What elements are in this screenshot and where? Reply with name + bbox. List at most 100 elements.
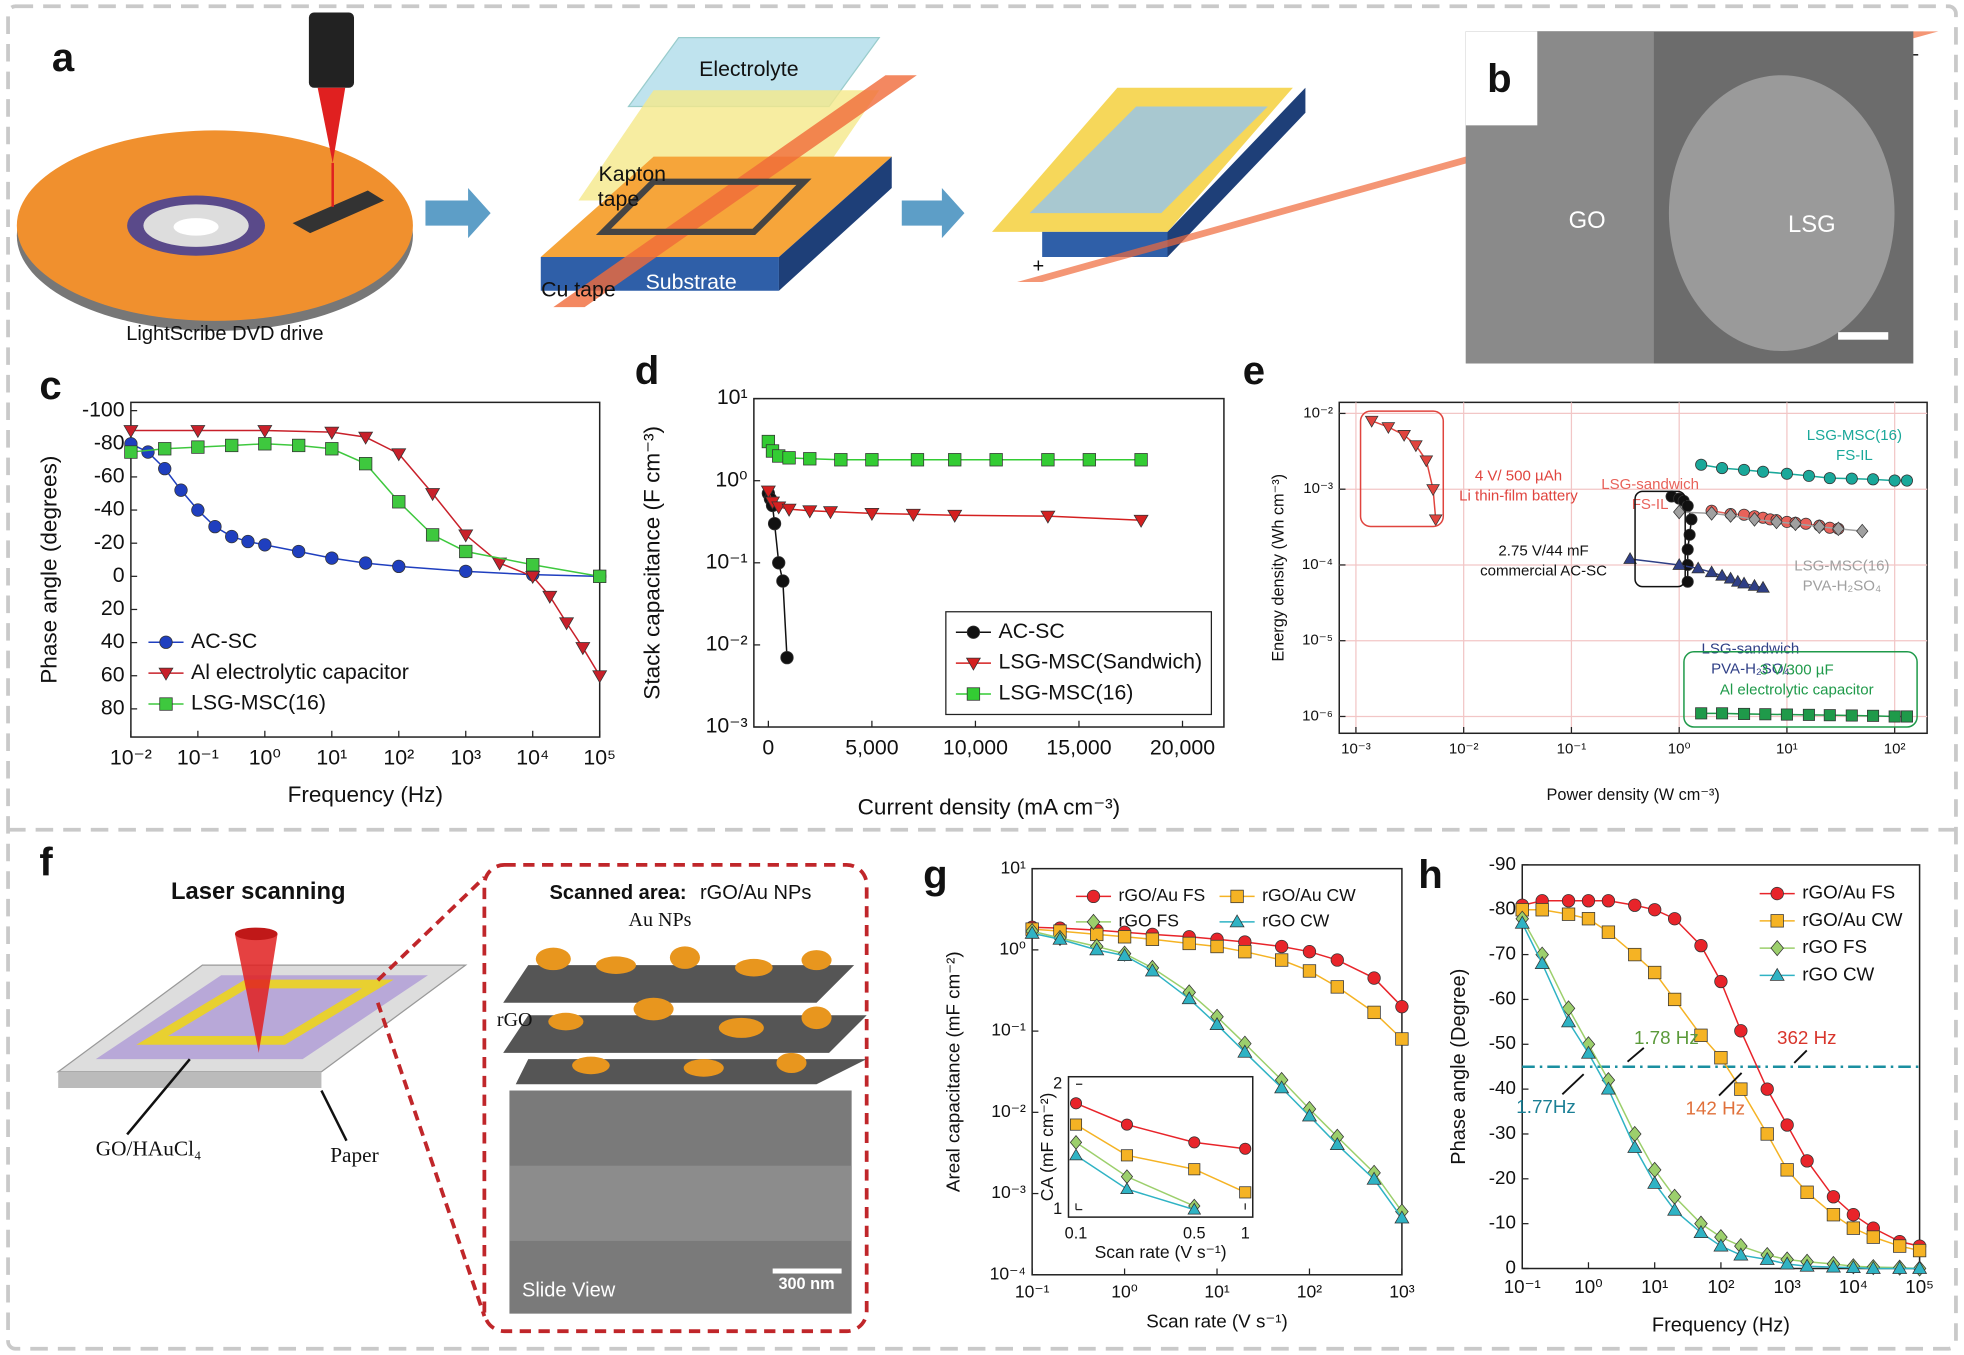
marker: [1514, 915, 1530, 929]
x-tick-label: 10¹: [1776, 740, 1798, 757]
marker: [767, 516, 782, 531]
marker: [1681, 499, 1694, 513]
marker: [1681, 543, 1694, 556]
marker: [1117, 947, 1133, 962]
marker: [1780, 708, 1793, 721]
marker: [1759, 1251, 1775, 1265]
marker: [1694, 1028, 1708, 1042]
series-line: [1075, 1102, 1246, 1150]
label: +: [1033, 255, 1045, 277]
y-axis-label: Phase angle (degrees): [37, 456, 62, 684]
x-tick-label: 20,000: [1150, 735, 1215, 759]
marker: [1802, 708, 1815, 721]
label: Substrate: [646, 270, 737, 294]
marker: [1188, 1163, 1201, 1176]
marker: [1330, 953, 1344, 967]
marker: [1893, 1239, 1907, 1253]
marker: [1694, 938, 1708, 953]
label: LSG: [1788, 211, 1836, 238]
panel-label: c: [39, 364, 61, 408]
x-tick-label: 10²: [1297, 1282, 1323, 1302]
series-annotation: PVA-H₂SO₄: [1711, 660, 1790, 677]
marker: [1120, 1118, 1133, 1131]
y-tick-label: 10⁻¹: [991, 1020, 1026, 1040]
y-tick-label: -20: [94, 530, 125, 554]
y-tick-label: -30: [1489, 1122, 1516, 1143]
marker: [1089, 942, 1105, 956]
marker: [1759, 708, 1772, 721]
marker: [1813, 519, 1826, 535]
marker: [1799, 1258, 1815, 1272]
marker: [1428, 514, 1443, 527]
marker: [526, 558, 540, 572]
marker: [1866, 1230, 1880, 1244]
marker: [392, 495, 406, 509]
series-annotation: FS-IL: [1836, 447, 1873, 464]
marker: [1419, 455, 1434, 468]
marker: [391, 448, 407, 462]
rgo-sheet: [503, 965, 855, 1003]
annotation: 142 Hz: [1685, 1097, 1745, 1118]
marker: [1397, 430, 1411, 442]
panel-label: b: [1487, 57, 1512, 101]
marker: [1691, 561, 1706, 574]
x-tick-label: 10⁻¹: [177, 745, 219, 769]
marker: [124, 445, 138, 459]
marker: [1426, 484, 1440, 497]
marker: [1823, 709, 1836, 722]
marker: [1535, 903, 1549, 917]
chart: 10⁻¹ 10⁰ 10¹ 10² 10³ 10⁴ 10⁵ -90 -80 -70 -60 -50 -40…: [1448, 853, 1934, 1337]
marker: [1667, 992, 1682, 1007]
marker: [1683, 528, 1696, 541]
label: 300 nm: [778, 1275, 834, 1293]
marker: [1715, 568, 1729, 581]
marker: [910, 453, 925, 467]
label: tape: [598, 187, 639, 211]
marker: [1704, 565, 1719, 578]
marker: [1779, 1256, 1795, 1270]
device-electrolyte: [1029, 106, 1268, 214]
marker: [392, 559, 406, 574]
marker: [1757, 465, 1770, 478]
marker: [1239, 1186, 1252, 1199]
marker: [1188, 1136, 1201, 1149]
label: Au NPs: [629, 909, 692, 931]
marker: [1329, 1137, 1345, 1151]
legend-marker: [1770, 939, 1784, 957]
marker: [1561, 894, 1576, 908]
marker: [1040, 510, 1056, 524]
x-axis-label: Frequency (Hz): [1652, 1314, 1790, 1336]
legend-marker: [1230, 889, 1244, 904]
marker: [989, 453, 1003, 467]
marker: [141, 445, 155, 459]
marker: [1747, 578, 1762, 591]
marker: [225, 529, 239, 544]
y-tick-label: 0: [113, 563, 125, 587]
legend-marker: [1770, 886, 1784, 901]
marker: [1823, 472, 1836, 485]
x-tick-label: 15,000: [1046, 735, 1111, 759]
marker: [803, 452, 817, 466]
series-annotation: LSG-sandwich: [1702, 640, 1800, 657]
marker: [1800, 1185, 1814, 1199]
marker: [1681, 575, 1694, 588]
marker: [1330, 980, 1344, 994]
marker: [1685, 513, 1698, 526]
marker: [1366, 1171, 1382, 1185]
marker: [1024, 925, 1040, 939]
marker: [781, 503, 797, 517]
marker: [325, 551, 339, 565]
y-axis-label: CA (mF cm⁻²): [1037, 1093, 1057, 1202]
marker: [1695, 707, 1708, 720]
y-tick-label: -80: [94, 430, 125, 454]
legend-label: rGO CW: [1262, 911, 1330, 931]
marker: [241, 534, 255, 549]
zoom-box: [482, 863, 869, 1334]
series-annotation: 2.75 V/44 mF: [1498, 542, 1588, 559]
x-tick-label: 10⁴: [1839, 1276, 1868, 1297]
sem-layer: [509, 1165, 852, 1241]
marker: [1601, 925, 1616, 939]
y-tick-label: 10⁻³: [991, 1182, 1026, 1202]
marker: [1145, 932, 1160, 946]
marker: [1581, 894, 1596, 908]
